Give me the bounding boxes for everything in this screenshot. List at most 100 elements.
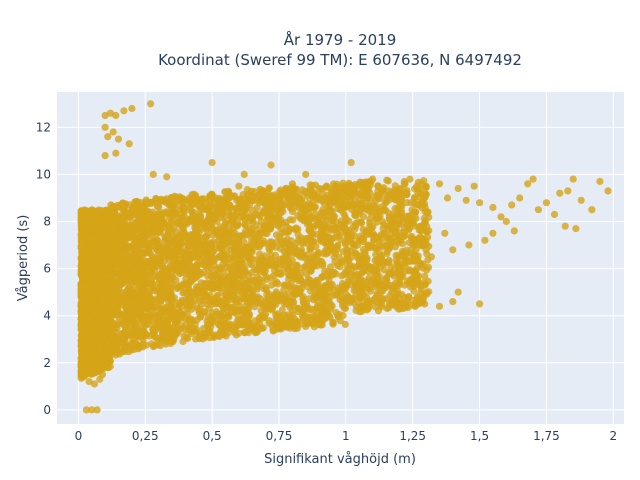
data-point: [207, 203, 215, 211]
data-point: [342, 268, 350, 276]
data-point: [424, 263, 433, 271]
data-point: [199, 290, 207, 298]
data-point: [105, 234, 113, 242]
data-point: [307, 213, 315, 221]
data-point: [132, 266, 140, 274]
data-point: [377, 288, 385, 296]
data-point: [93, 328, 101, 336]
data-point: [227, 246, 235, 254]
data-point: [286, 298, 294, 306]
data-point: [114, 248, 122, 256]
data-point: [148, 302, 156, 310]
data-point: [234, 321, 242, 329]
data-point: [211, 226, 219, 234]
data-point: [108, 319, 116, 328]
data-point: [162, 198, 170, 206]
data-point: [203, 279, 211, 287]
data-point: [326, 313, 334, 322]
data-point: [78, 301, 86, 309]
data-point: [154, 219, 162, 227]
data-point: [154, 297, 162, 305]
data-point: [280, 286, 288, 294]
data-point: [256, 250, 264, 258]
data-point: [103, 302, 111, 310]
data-point: [336, 230, 344, 238]
data-point: [397, 194, 405, 202]
data-point: [105, 244, 113, 252]
data-point: [180, 228, 188, 236]
data-point: [148, 340, 156, 348]
data-point: [297, 253, 305, 261]
data-point: [320, 211, 328, 219]
data-point: [132, 198, 140, 206]
data-point: [317, 228, 326, 236]
data-point: [295, 236, 303, 244]
data-point: [327, 213, 335, 222]
data-point: [310, 314, 318, 322]
data-point: [297, 245, 306, 254]
data-point: [286, 189, 294, 197]
data-point: [254, 282, 262, 290]
data-point: [380, 266, 388, 274]
data-point: [352, 250, 360, 258]
data-point: [378, 300, 386, 309]
chart-title-line-2: Koordinat (Sweref 99 TM): E 607636, N 64…: [158, 51, 522, 69]
data-point: [204, 313, 212, 321]
data-point: [239, 265, 248, 273]
data-point: [412, 267, 420, 275]
data-point: [105, 341, 113, 349]
data-point: [207, 296, 215, 304]
data-point: [306, 245, 314, 253]
data-point: [130, 289, 138, 297]
data-point: [319, 272, 327, 280]
data-point: [170, 192, 179, 200]
data-point: [148, 296, 156, 304]
data-point: [385, 245, 393, 253]
data-point: [104, 250, 112, 259]
data-point: [221, 188, 229, 196]
data-point: [410, 287, 418, 295]
data-point: [154, 210, 162, 218]
data-point: [265, 317, 273, 325]
data-point: [195, 297, 204, 305]
data-point: [222, 290, 230, 298]
data-points: [77, 100, 612, 414]
data-point: [371, 243, 379, 251]
data-point: [301, 279, 309, 287]
data-point: [425, 227, 433, 235]
data-point: [109, 335, 117, 343]
data-point: [179, 194, 187, 203]
data-point: [342, 215, 350, 223]
data-point: [166, 288, 175, 296]
data-point: [167, 297, 175, 305]
data-point: [246, 285, 254, 293]
data-point: [255, 261, 263, 269]
data-point: [362, 293, 371, 301]
data-point: [234, 219, 242, 227]
data-point: [112, 203, 120, 211]
data-point: [299, 293, 307, 301]
data-point: [326, 263, 335, 271]
data-point: [290, 247, 298, 255]
data-point: [266, 196, 275, 204]
data-point: [177, 234, 185, 242]
data-point: [392, 256, 400, 264]
data-point: [320, 194, 329, 202]
data-point: [116, 319, 124, 327]
data-point: [232, 268, 240, 276]
data-point: [285, 282, 294, 290]
data-point: [334, 241, 342, 249]
data-point: [274, 269, 282, 278]
data-point: [237, 201, 245, 209]
data-point: [292, 224, 300, 232]
data-point: [420, 214, 428, 222]
data-point: [180, 266, 188, 274]
data-point: [338, 283, 346, 291]
data-point: [187, 276, 195, 284]
data-point: [218, 299, 226, 308]
data-point: [189, 317, 197, 325]
data-point: [104, 346, 112, 354]
data-point: [284, 275, 293, 284]
data-point: [104, 363, 112, 372]
data-point: [136, 248, 144, 257]
